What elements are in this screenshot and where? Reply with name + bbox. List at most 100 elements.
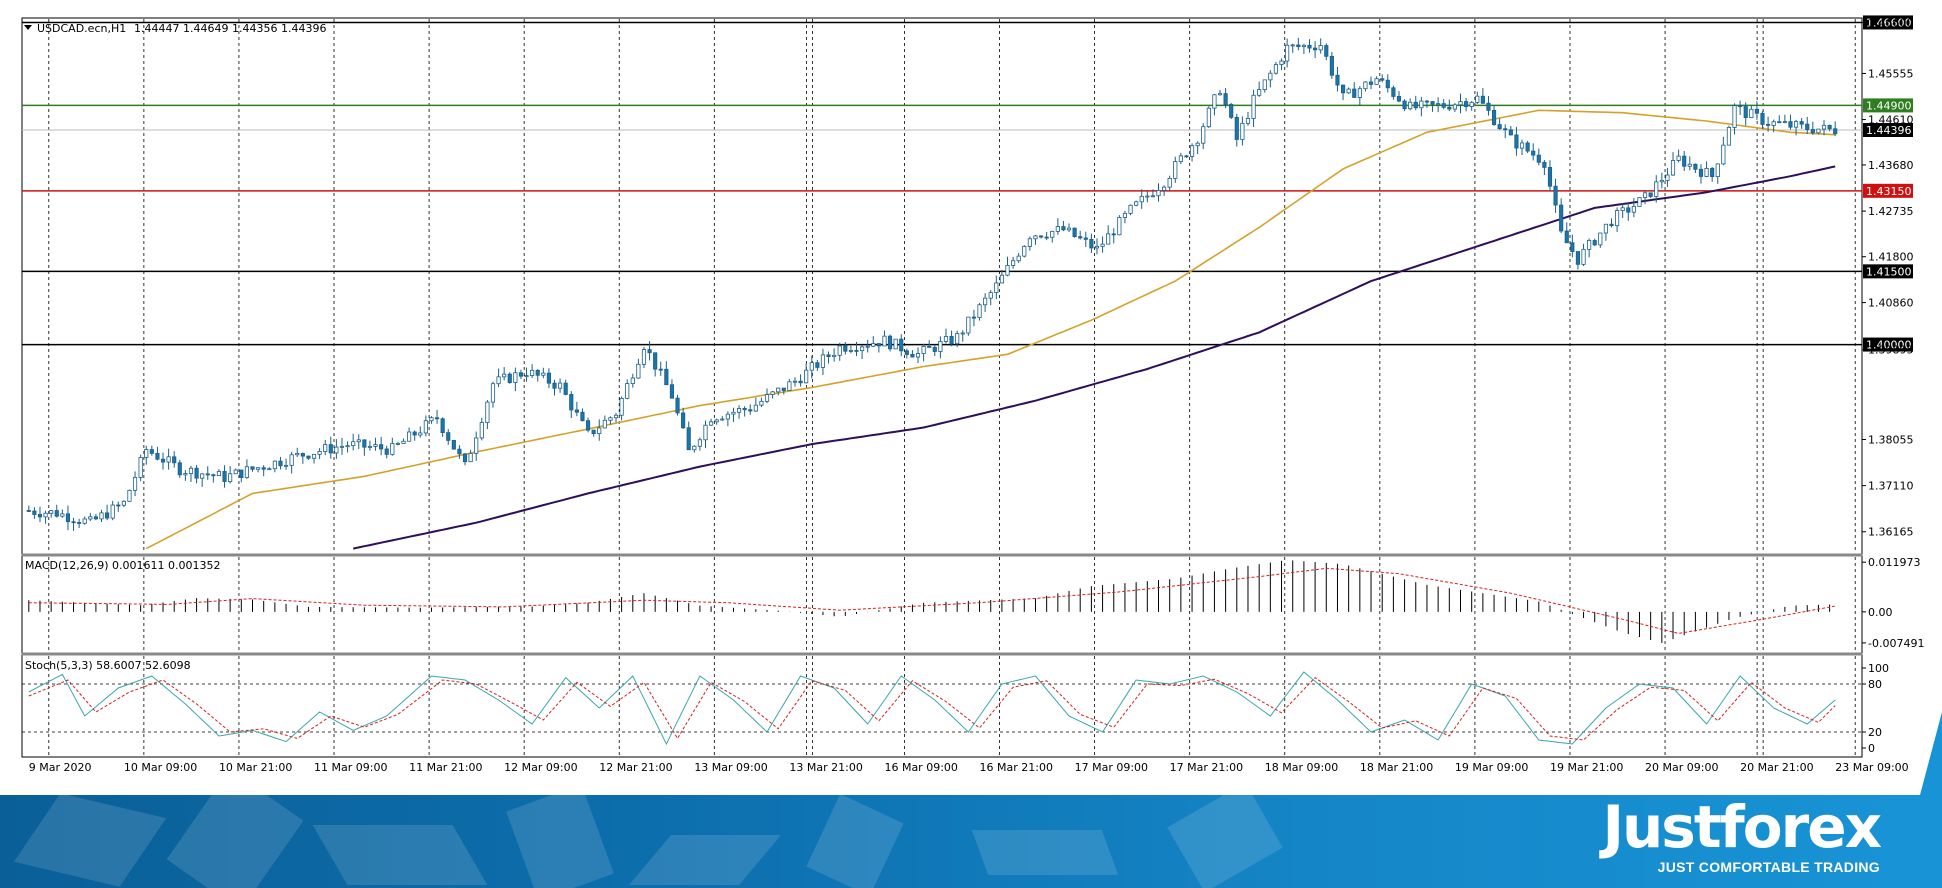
- candle-down: [1805, 123, 1810, 130]
- candle-down: [927, 346, 932, 348]
- candle-down: [37, 514, 43, 518]
- candle-down: [1111, 233, 1116, 236]
- candle-up: [988, 292, 993, 299]
- candle-down: [748, 409, 753, 412]
- candle-up: [502, 373, 507, 378]
- macd-tick-label: 0.011973: [1868, 556, 1921, 569]
- candle-up: [871, 343, 876, 347]
- candle-up: [496, 376, 501, 385]
- candle-up: [1721, 144, 1726, 165]
- candle-down: [1559, 204, 1564, 232]
- candle-down: [1648, 192, 1653, 197]
- candle-up: [1771, 121, 1776, 126]
- candle-up: [188, 467, 194, 474]
- candle-down: [1575, 251, 1581, 265]
- price-level-tag: [1863, 98, 1913, 113]
- candle-down: [854, 350, 859, 352]
- candle-up: [418, 432, 423, 436]
- candle-down: [664, 368, 669, 386]
- candle-up: [373, 444, 378, 447]
- trading-chart[interactable]: 1.46600 1.44900 1.44396 1.43150 1.41500 1.400…: [0, 0, 1942, 795]
- candle-up: [1139, 195, 1144, 203]
- candle-down: [1547, 167, 1553, 187]
- candles: [26, 37, 1838, 531]
- candle-up: [994, 282, 999, 293]
- candle-up: [216, 471, 222, 477]
- candle-up: [608, 417, 613, 421]
- candle-down: [742, 408, 747, 411]
- candle-down: [569, 394, 574, 411]
- candle-up: [345, 445, 350, 448]
- candle-up: [1637, 197, 1642, 207]
- price-tick-label: 1.44610: [1868, 114, 1914, 127]
- candle-down: [781, 387, 786, 391]
- candle-down: [379, 444, 384, 450]
- candle-up: [1726, 127, 1732, 146]
- price-tick-label: 1.37110: [1868, 480, 1914, 493]
- candle-up: [256, 467, 261, 470]
- candle-up: [938, 341, 943, 352]
- candle-up: [395, 442, 400, 445]
- candle-down: [328, 444, 333, 454]
- candle-down: [518, 372, 524, 377]
- candle-up: [127, 489, 132, 502]
- candle-down: [1503, 128, 1508, 131]
- candle-up: [1346, 88, 1351, 94]
- candle-down: [1340, 84, 1346, 94]
- candle-down: [278, 460, 283, 467]
- candle-down: [1754, 108, 1759, 114]
- candle-down: [362, 439, 367, 448]
- candle-up: [1615, 210, 1620, 227]
- candle-down: [1335, 74, 1340, 86]
- candle-down: [971, 316, 977, 319]
- candle-up: [1128, 204, 1133, 214]
- candle-up: [1598, 232, 1603, 246]
- candle-up: [1279, 60, 1284, 65]
- candle-up: [339, 445, 345, 448]
- price-level-tag: [1863, 337, 1913, 352]
- candle-up: [943, 336, 949, 342]
- candle-up: [1581, 248, 1586, 265]
- candle-down: [899, 338, 904, 352]
- price-tick-label: 1.42735: [1868, 205, 1914, 218]
- moving-average-slow: [352, 165, 1836, 550]
- candle-down: [507, 373, 512, 383]
- candle-up: [720, 418, 725, 421]
- candle-up: [407, 431, 412, 442]
- candle-up: [289, 454, 294, 466]
- candle-down: [211, 474, 216, 477]
- candle-up: [1452, 104, 1457, 110]
- candle-up: [865, 345, 870, 348]
- stoch-tick-label: 0: [1868, 742, 1875, 755]
- time-axis-label: 13 Mar 21:00: [789, 761, 862, 774]
- time-axis-label: 11 Mar 21:00: [409, 761, 482, 774]
- candle-up: [1212, 94, 1217, 109]
- candle-down: [1083, 237, 1088, 240]
- candle-down: [653, 352, 658, 370]
- candle-up: [1715, 163, 1720, 178]
- candle-down: [1698, 168, 1704, 177]
- dropdown-triangle-icon[interactable]: [24, 25, 32, 30]
- candle-down: [887, 335, 893, 350]
- candle-up: [1821, 124, 1827, 130]
- candle-down: [826, 354, 831, 357]
- candle-up: [1251, 94, 1256, 119]
- candle-up: [138, 456, 143, 478]
- candle-down: [1391, 87, 1396, 97]
- candle-up: [1150, 195, 1155, 198]
- candle-up: [88, 516, 93, 520]
- candle-down: [585, 420, 591, 431]
- candle-down: [1542, 161, 1547, 168]
- candle-up: [295, 452, 300, 456]
- candle-up: [848, 350, 853, 352]
- candle-up: [804, 369, 809, 384]
- candle-up: [1469, 101, 1474, 107]
- candle-up: [1458, 101, 1463, 106]
- candle-up: [1011, 260, 1016, 266]
- candle-down: [1352, 88, 1357, 98]
- candle-down: [1626, 207, 1631, 213]
- candle-down: [1061, 226, 1066, 231]
- brand-logo: Justforex: [1602, 795, 1882, 861]
- candle-down: [1307, 44, 1312, 49]
- candle-down: [446, 432, 451, 441]
